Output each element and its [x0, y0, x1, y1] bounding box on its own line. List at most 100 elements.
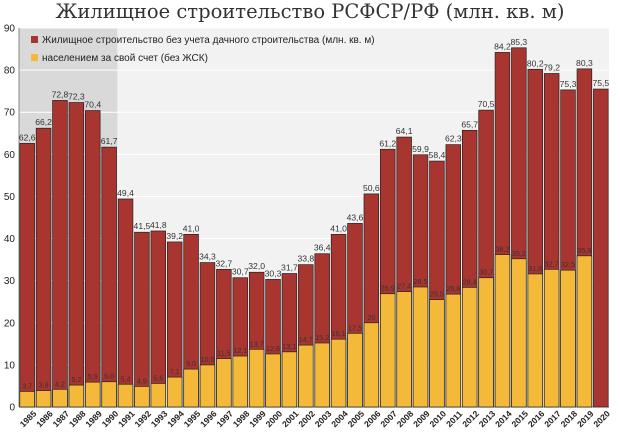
x-tick-label: 1994 [165, 408, 186, 429]
legend-label-total: Жилищное строительство без учета дачного… [42, 34, 375, 46]
bar-total [52, 100, 68, 408]
bar-own-funds [560, 269, 576, 408]
bar-own-funds [232, 355, 248, 408]
x-tick-label: 2017 [542, 408, 563, 429]
x-tick-label: 1995 [182, 408, 203, 429]
x-tick-label: 1985 [18, 408, 39, 429]
x-tick-label: 2004 [329, 408, 350, 429]
x-tick-label: 1997 [214, 408, 235, 429]
data-label-own-funds: 25,5 [430, 290, 444, 299]
bar-own-funds [576, 255, 593, 408]
data-label-own-funds: 30,7 [479, 268, 493, 277]
bar-own-funds [52, 388, 68, 408]
data-label-total: 33,8 [297, 254, 314, 264]
data-label-own-funds: 15,2 [315, 333, 329, 342]
bar-own-funds [511, 258, 527, 408]
data-label-own-funds: 12,6 [266, 344, 280, 353]
bar-own-funds [347, 332, 363, 408]
data-label-own-funds: 11,5 [217, 349, 230, 358]
data-label-total: 30,7 [232, 267, 249, 277]
bar-own-funds [265, 353, 281, 408]
data-label-total: 49,4 [117, 188, 134, 198]
x-tick-label: 2015 [509, 408, 530, 429]
x-tick-label: 2009 [411, 408, 432, 429]
data-label-own-funds: 13,7 [250, 339, 264, 348]
data-label-own-funds: 28,4 [463, 277, 477, 286]
bar-own-funds [527, 273, 543, 408]
x-tick-label: 2020 [591, 408, 612, 429]
x-axis: 1985198619871988198919901991199219931994… [18, 408, 612, 429]
bar-own-funds [396, 291, 412, 408]
x-tick-label: 1992 [132, 408, 153, 429]
x-tick-label: 2002 [296, 408, 317, 429]
x-tick-label: 2001 [280, 408, 301, 429]
data-label-total: 30,3 [265, 268, 282, 278]
data-label-total: 72,3 [68, 92, 85, 102]
x-tick-label: 1989 [83, 408, 104, 429]
x-tick-label: 2012 [460, 408, 481, 429]
bar-total [35, 127, 52, 408]
bar-own-funds [478, 277, 494, 408]
x-tick-label: 2005 [346, 408, 367, 429]
bar-own-funds [35, 390, 52, 408]
y-tick-label: 70 [4, 108, 16, 119]
y-tick-label: 20 [4, 318, 16, 329]
bar-own-funds [183, 368, 199, 408]
bar-own-funds [461, 287, 478, 408]
data-label-total: 31,7 [281, 263, 298, 273]
chart-title: Жилищное строительство РСФСР/РФ (млн. кв… [55, 0, 564, 23]
x-tick-label: 1986 [34, 408, 55, 429]
bar-own-funds [117, 383, 134, 408]
data-label-own-funds: 6,0 [104, 372, 114, 381]
y-axis: 0 10 20 30 40 50 60 70 80 90 [4, 24, 609, 414]
x-tick-label: 2019 [575, 408, 596, 429]
bar-own-funds [445, 293, 462, 408]
data-label-total: 66,2 [35, 117, 52, 127]
data-label-total: 75,5 [592, 78, 609, 88]
data-label-total: 70,5 [478, 99, 495, 109]
data-label-total: 61,2 [379, 138, 396, 148]
bar-own-funds [380, 293, 396, 408]
bar-own-funds [248, 348, 265, 408]
x-tick-label: 2013 [477, 408, 498, 429]
bar-total [19, 143, 35, 408]
x-tick-label: 2008 [395, 408, 416, 429]
data-label-own-funds: 7,1 [170, 367, 180, 376]
bar-own-funds [150, 383, 167, 408]
bars [19, 47, 609, 408]
x-tick-label: 2007 [378, 408, 399, 429]
data-label-own-funds: 5,9 [88, 372, 98, 381]
x-tick-label: 2006 [362, 408, 383, 429]
data-label-total: 41,0 [183, 223, 200, 233]
data-label-own-funds: 4,9 [137, 376, 147, 385]
y-tick-label: 90 [4, 24, 16, 35]
data-label-total: 50,6 [363, 183, 380, 193]
data-label-total: 75,3 [560, 79, 577, 89]
data-label-total: 80,2 [527, 58, 544, 68]
data-label-total: 65,7 [461, 119, 478, 129]
x-tick-label: 2011 [444, 409, 464, 429]
data-label-own-funds: 32,5 [561, 260, 575, 269]
bar-own-funds [363, 322, 380, 408]
bar-own-funds [85, 381, 101, 408]
data-labels: 62,6 3,7 66,2 3,9 72,8 4,2 72,3 5,2 70,4 5,9 61,7 6… [19, 37, 610, 391]
plot-background [19, 28, 609, 407]
data-label-own-funds: 17,5 [348, 323, 362, 332]
x-tick-label: 1988 [67, 408, 88, 429]
y-tick-label: 10 [4, 360, 16, 371]
data-label-total: 64,1 [396, 126, 413, 136]
legend-swatch-own [31, 54, 38, 61]
data-label-total: 84,2 [494, 41, 511, 51]
bar-own-funds [543, 268, 560, 408]
bar-own-funds [166, 376, 183, 408]
x-tick-label: 1999 [247, 408, 268, 429]
x-tick-label: 1996 [198, 408, 219, 429]
y-tick-label: 40 [4, 234, 16, 245]
bar-total [593, 88, 609, 408]
data-label-own-funds: 4,2 [55, 379, 65, 388]
y-tick-label: 50 [4, 192, 16, 203]
data-label-own-funds: 26,8 [446, 284, 460, 293]
data-label-own-funds: 10,0 [200, 355, 214, 364]
data-label-total: 36,4 [314, 243, 331, 253]
